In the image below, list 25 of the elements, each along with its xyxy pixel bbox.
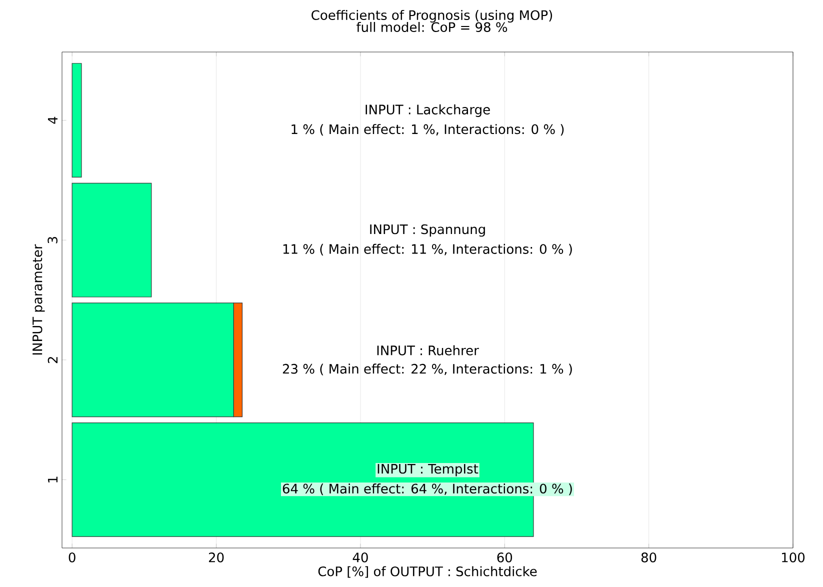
chart-title: Coefficients of Prognosis (using MOP) [312,10,552,23]
x-tick-label: 80 [641,552,656,562]
bar [72,63,82,178]
x-tick-label: 0 [68,552,76,562]
x-tick-label: 60 [497,552,512,562]
y-tick-label: 4 [48,116,58,124]
x-tick-label: 40 [352,552,368,562]
x-tick-label: 100 [782,552,805,562]
annotation: 11 % ( Main effect: 11 %, Interactions: 0 % ) [283,244,572,256]
bar [72,182,152,298]
annotation: INPUT : Spannung [370,224,485,237]
annotation: INPUT : TempIst [378,464,478,476]
annotation: 23 % ( Main effect: 22 %, Interactions: 1 % ) [282,364,572,376]
x-tick-label: 20 [208,552,224,562]
chart-subtitle: full model: CoP = 98 % [356,22,508,32]
annotation: INPUT : Lackcharge [366,104,490,117]
annotation: 1 % ( Main effect: 1 %, Interactions: 0 % ) [292,124,564,136]
y-tick-label: 2 [48,357,58,364]
y-axis-title: INPUT parameter [32,244,45,355]
y-tick-label: 1 [48,476,58,482]
annotation: 64 % ( Main effect: 64 %, Interactions: 0 % ) [282,483,572,496]
annotation: INPUT : Ruehrer [377,345,479,356]
x-axis-title: CoP [%] of OUTPUT : Schichtdicke [318,566,537,578]
y-tick-label: 3 [48,236,58,244]
bar [72,422,534,537]
